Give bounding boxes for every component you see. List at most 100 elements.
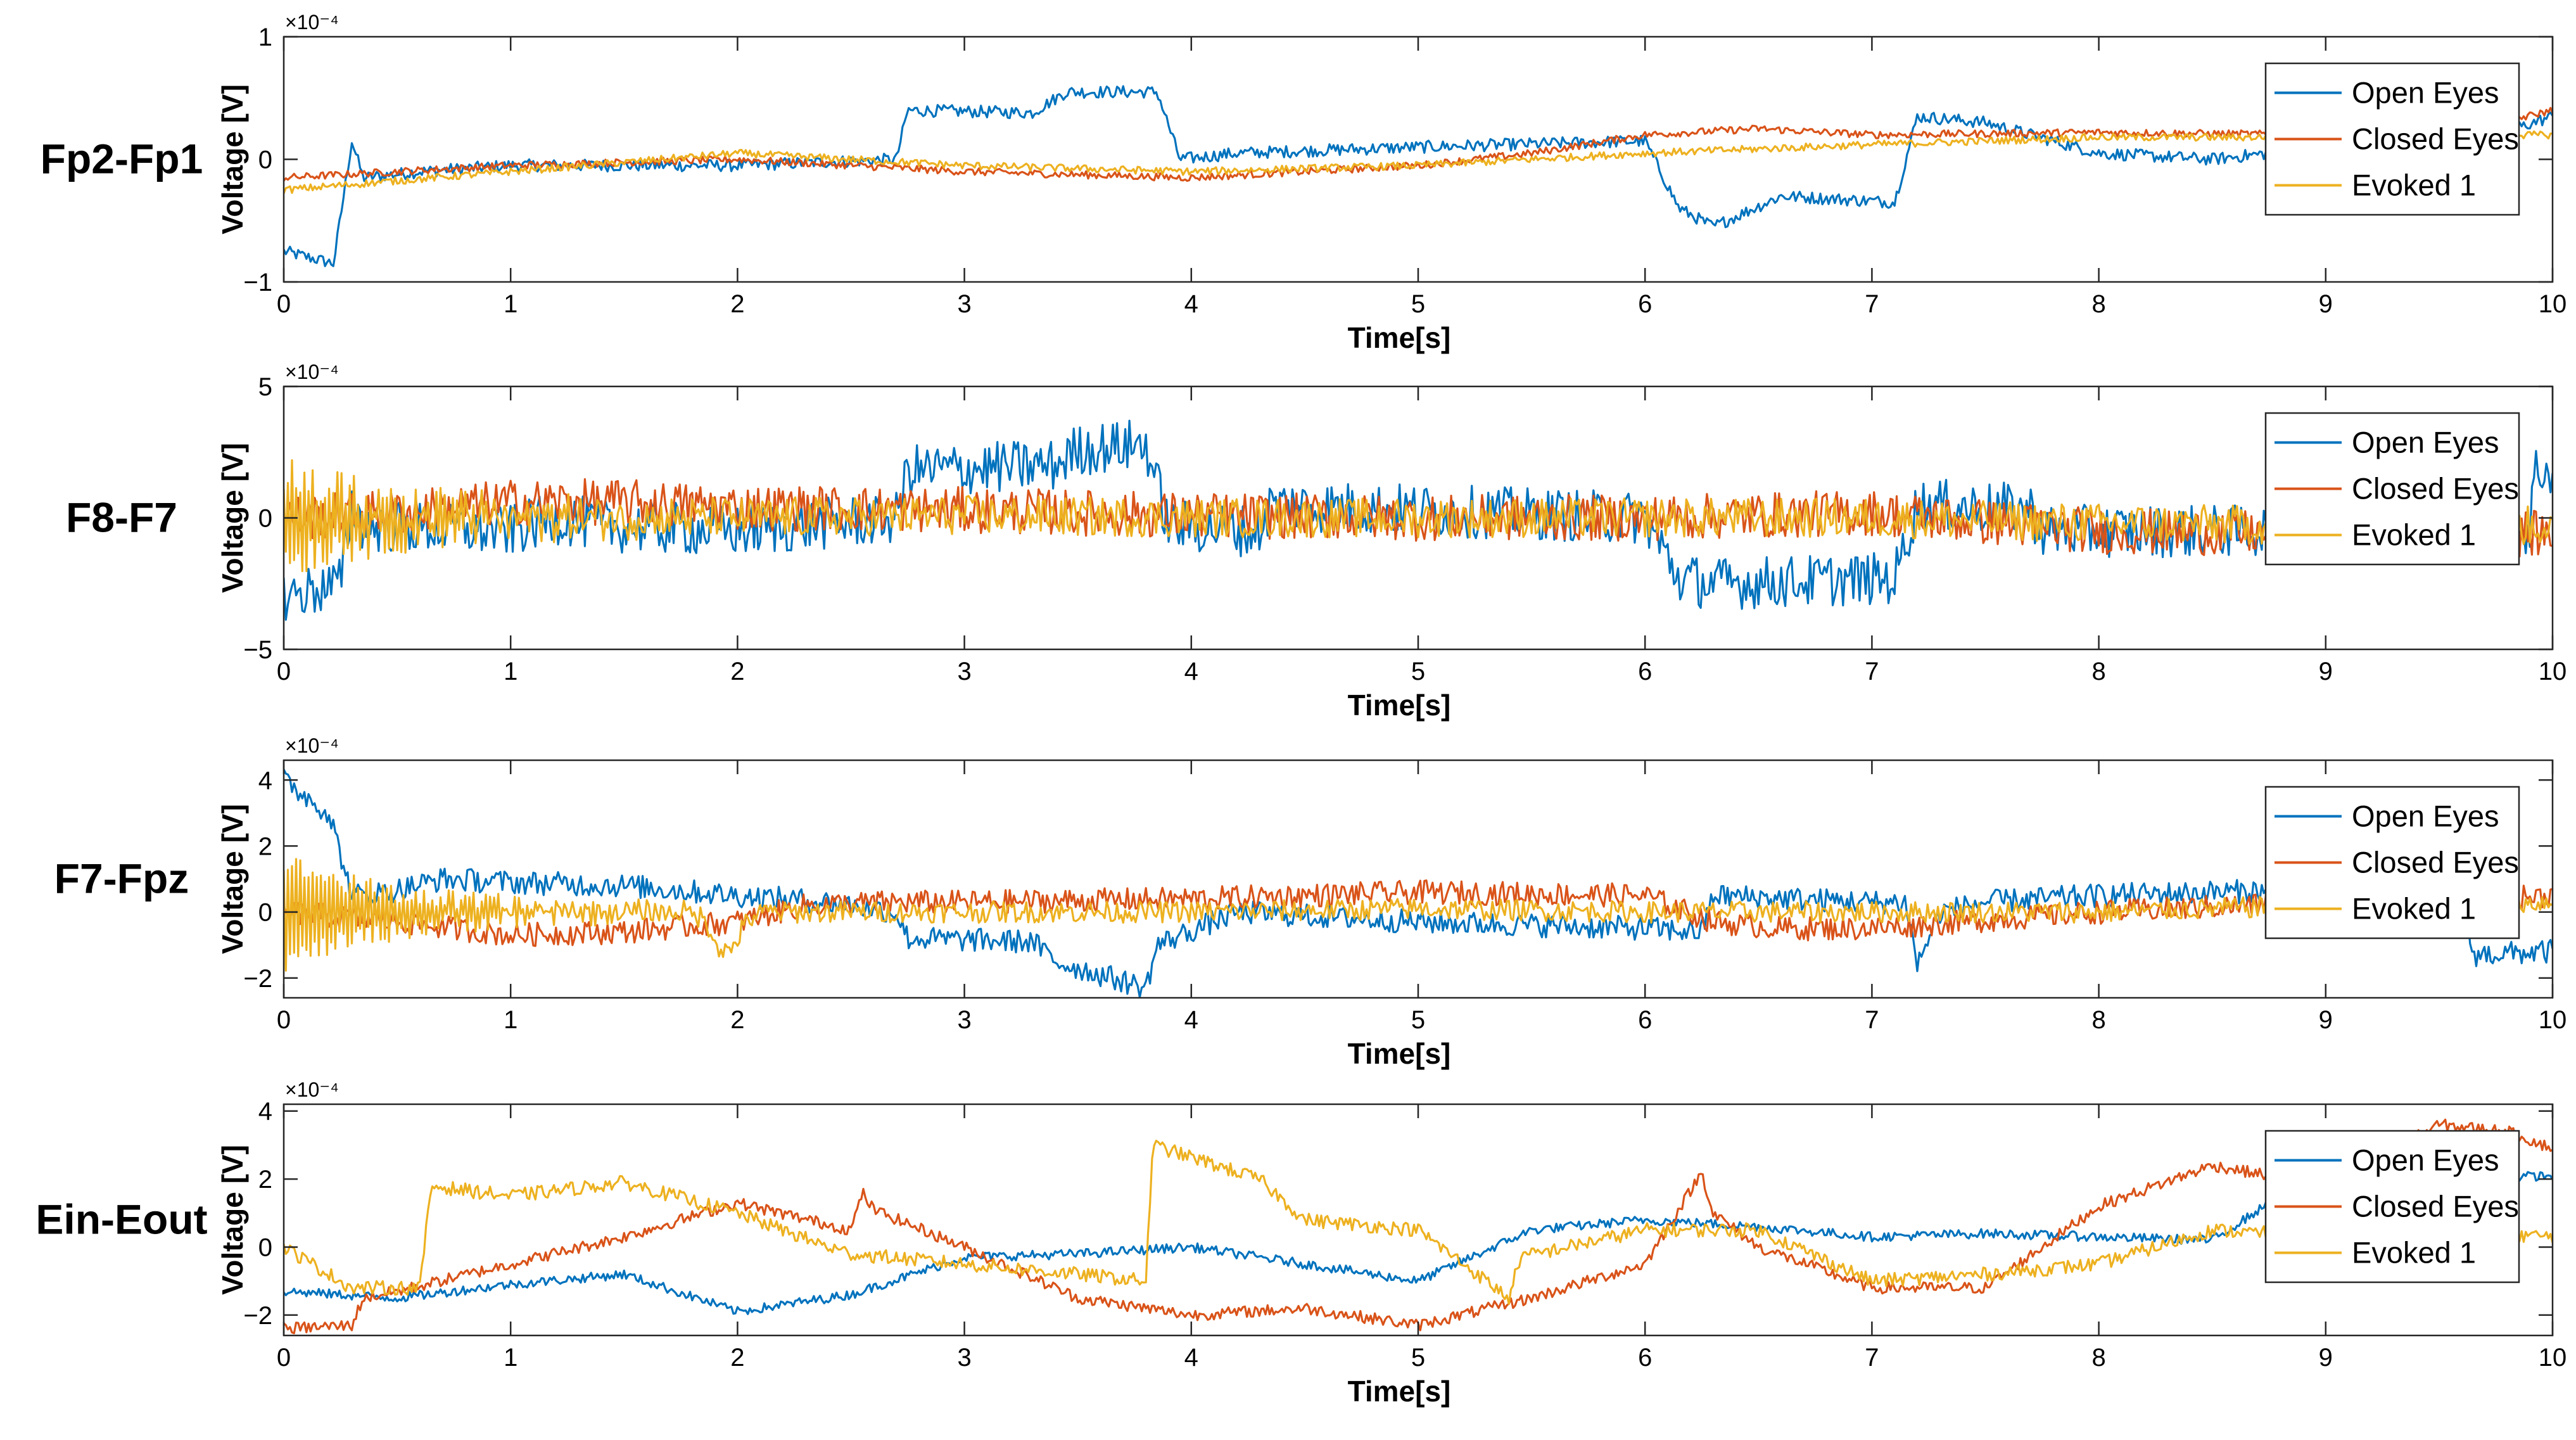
x-tick-label: 10 [2539, 290, 2567, 318]
y-tick-label: 4 [258, 767, 272, 794]
legend: Open Eyes Closed Eyes Evoked 1 [2264, 1130, 2520, 1284]
y-tick-label: −1 [243, 269, 272, 296]
x-tick-label: 2 [730, 290, 744, 318]
y-tick-label: 2 [258, 1166, 272, 1194]
y-tick-label: −2 [243, 965, 272, 993]
y-axis-title: Voltage [V] [216, 1145, 249, 1295]
y-tick-label: 5 [258, 373, 272, 401]
x-tick-label: 0 [277, 658, 291, 685]
legend-label-open-eyes: Open Eyes [2352, 76, 2499, 110]
axes-box [282, 35, 2554, 283]
panel-f8-f7: F8-F70 1 2 3 4 5 6 7 8 9 10−505×10⁻⁴Time[s]Voltage… [66, 360, 2566, 722]
x-tick-label: 2 [730, 658, 744, 685]
x-tick-label: 4 [1184, 290, 1198, 318]
row-label: Fp2-Fp1 [41, 136, 203, 182]
y-axis-title: Voltage [V] [216, 804, 249, 954]
axes-box [282, 759, 2554, 999]
x-tick-label: 9 [2319, 290, 2333, 318]
x-tick-label: 6 [1638, 1344, 1652, 1372]
x-tick-label: 5 [1411, 658, 1425, 685]
series-line-evoked-1 [284, 459, 2553, 573]
legend-label-evoked-1: Evoked 1 [2352, 518, 2476, 552]
x-tick-label: 0 [277, 1006, 291, 1034]
x-tick-label: 8 [2091, 1006, 2105, 1034]
y-tick-label: 0 [258, 1233, 272, 1261]
legend-label-closed-eyes: Closed Eyes [2352, 846, 2519, 879]
x-tick-label: 0 [277, 290, 291, 318]
y-tick-label: 0 [258, 146, 272, 174]
x-tick-label: 3 [957, 1344, 971, 1372]
legend-label-evoked-1: Evoked 1 [2352, 892, 2476, 926]
x-tick-label: 7 [1865, 1006, 1879, 1034]
x-tick-label: 9 [2319, 658, 2333, 685]
y-exponent-label: ×10⁻⁴ [285, 1078, 339, 1101]
x-tick-label: 7 [1865, 290, 1879, 318]
x-tick-label: 1 [504, 1344, 517, 1372]
y-tick-label: 2 [258, 832, 272, 860]
legend-label-evoked-1: Evoked 1 [2352, 1236, 2476, 1270]
x-tick-label: 2 [730, 1006, 744, 1034]
x-tick-label: 3 [957, 290, 971, 318]
series-line-evoked-1 [284, 858, 2553, 972]
x-tick-label: 6 [1638, 1006, 1652, 1034]
x-tick-label: 4 [1184, 658, 1198, 685]
x-tick-label: 10 [2539, 1344, 2567, 1372]
y-axis-title: Voltage [V] [216, 443, 249, 593]
legend: Open Eyes Closed Eyes Evoked 1 [2264, 412, 2520, 566]
y-exponent-label: ×10⁻⁴ [285, 360, 339, 383]
legend: Open Eyes Closed Eyes Evoked 1 [2264, 62, 2520, 216]
row-label: F7-Fpz [54, 855, 189, 902]
y-tick-label: 4 [258, 1098, 272, 1126]
legend-label-open-eyes: Open Eyes [2352, 800, 2499, 833]
x-tick-label: 1 [504, 658, 517, 685]
legend: Open Eyes Closed Eyes Evoked 1 [2264, 786, 2520, 940]
x-tick-label: 10 [2539, 658, 2567, 685]
legend-label-closed-eyes: Closed Eyes [2352, 1190, 2519, 1223]
x-tick-label: 8 [2091, 1344, 2105, 1372]
x-tick-label: 3 [957, 1006, 971, 1034]
x-axis-title: Time[s] [1348, 1037, 1451, 1070]
series-line-open-eyes [284, 768, 2553, 998]
legend-label-evoked-1: Evoked 1 [2352, 169, 2476, 202]
legend-label-open-eyes: Open Eyes [2352, 426, 2499, 459]
series-line-open-eyes [284, 1171, 2553, 1315]
row-label: Ein-Eout [35, 1196, 207, 1243]
y-exponent-label: ×10⁻⁴ [285, 11, 339, 34]
x-tick-label: 8 [2091, 658, 2105, 685]
x-tick-label: 9 [2319, 1344, 2333, 1372]
x-axis-title: Time[s] [1348, 321, 1451, 354]
x-tick-label: 5 [1411, 290, 1425, 318]
legend-label-closed-eyes: Closed Eyes [2352, 122, 2519, 156]
x-tick-label: 6 [1638, 658, 1652, 685]
x-tick-label: 5 [1411, 1006, 1425, 1034]
x-tick-label: 4 [1184, 1344, 1198, 1372]
x-tick-label: 6 [1638, 290, 1652, 318]
series-line-evoked-1 [284, 130, 2553, 194]
series-line-open-eyes [284, 85, 2553, 267]
y-tick-label: 0 [258, 505, 272, 533]
y-tick-label: −2 [243, 1302, 272, 1330]
x-axis-title: Time[s] [1348, 689, 1451, 722]
y-tick-label: −5 [243, 636, 272, 664]
x-tick-label: 10 [2539, 1006, 2567, 1034]
legend-label-open-eyes: Open Eyes [2352, 1144, 2499, 1177]
x-tick-label: 8 [2091, 290, 2105, 318]
x-tick-label: 1 [504, 1006, 517, 1034]
x-tick-label: 1 [504, 290, 517, 318]
y-tick-label: 0 [258, 899, 272, 927]
x-tick-label: 5 [1411, 1344, 1425, 1372]
y-tick-label: 1 [258, 23, 272, 51]
x-tick-label: 2 [730, 1344, 744, 1372]
x-tick-label: 0 [277, 1344, 291, 1372]
y-axis-title: Voltage [V] [216, 84, 249, 234]
x-tick-label: 7 [1865, 1344, 1879, 1372]
axes-box [282, 385, 2554, 651]
series-line-closed-eyes [284, 478, 2553, 558]
series-line-evoked-1 [284, 1140, 2553, 1305]
y-exponent-label: ×10⁻⁴ [285, 734, 339, 757]
x-tick-label: 3 [957, 658, 971, 685]
